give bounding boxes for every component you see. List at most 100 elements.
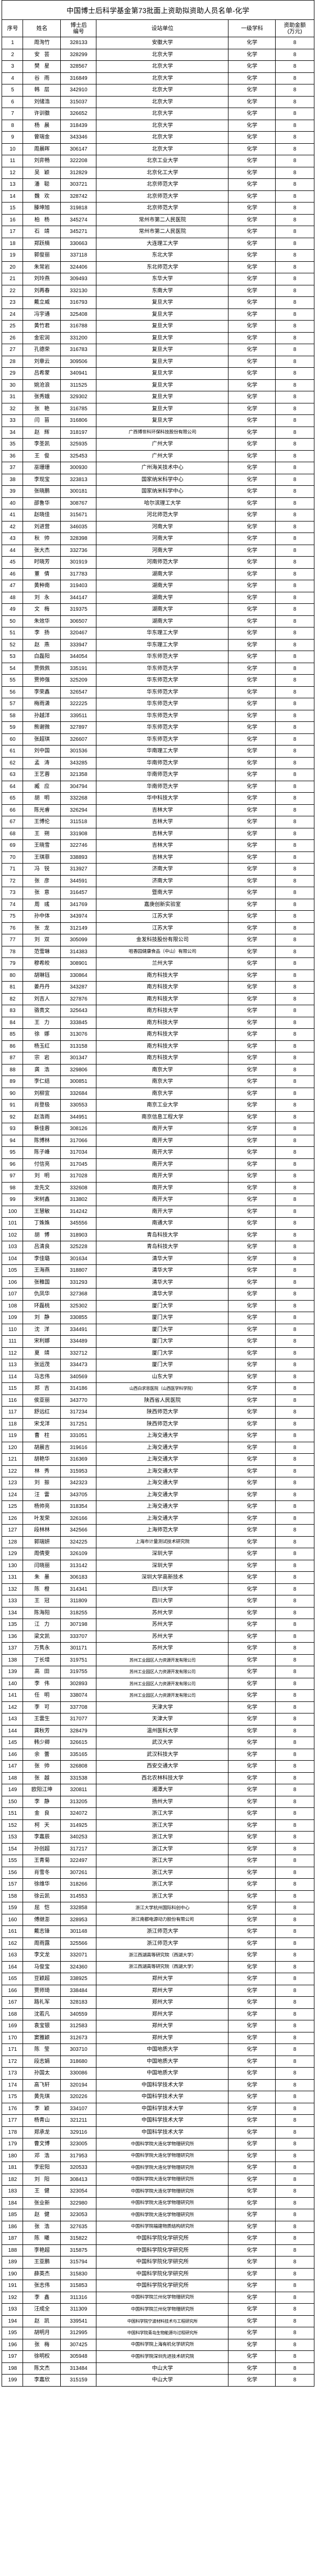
cell-name: 赵晓佳	[23, 509, 61, 521]
cell-organization: 中国科学技术大学	[96, 2079, 229, 2091]
cell-index: 15	[2, 202, 24, 215]
cell-name: 胡琳钰	[23, 969, 61, 982]
table-row: 135 江 力 307198 苏州大学 化学 8	[2, 1619, 314, 1631]
cell-postdoc-no: 307198	[60, 1619, 97, 1631]
table-row: 176 李 颖 334107 中国科学技术大学 化学 8	[2, 2102, 314, 2115]
table-row: 190 薛英杰 315830 中国科学院化学研究所 化学 8	[2, 2268, 314, 2280]
cell-index: 55	[2, 674, 24, 687]
cell-index: 133	[2, 1595, 24, 1608]
cell-organization: 复旦大学	[96, 308, 229, 321]
cell-amount: 8	[275, 1418, 314, 1430]
cell-index: 78	[2, 945, 24, 958]
cell-discipline: 化学	[228, 1984, 276, 1997]
table-row: 106 张稚国 331293 清华大学 化学 8	[2, 1276, 314, 1289]
table-row: 65 胡 明 332268 华中科技大学 化学 8	[2, 792, 314, 805]
cell-organization: 南方科技大学	[96, 1028, 229, 1041]
cell-discipline: 化学	[228, 2020, 276, 2032]
cell-discipline: 化学	[228, 804, 276, 816]
cell-postdoc-no: 328398	[60, 533, 97, 545]
cell-name: 吴 颖	[23, 166, 61, 179]
cell-name: 冯 锐	[23, 863, 61, 876]
cell-organization: 浙江师范大学	[96, 1937, 229, 1950]
table-row: 188 李艳超 315875 中国科学院化学研究所 化学 8	[2, 2244, 314, 2256]
table-row: 157 徐维华 318266 浙江大学 化学 8	[2, 1878, 314, 1891]
cell-index: 14	[2, 190, 24, 203]
cell-name: 闫 苗	[23, 414, 61, 427]
cell-name: 邓 浩	[23, 2149, 61, 2162]
cell-organization: 中国地质大学	[96, 2067, 229, 2080]
cell-name: 邵鲁华	[23, 497, 61, 509]
cell-organization: 南京大学	[96, 1076, 229, 1088]
cell-index: 82	[2, 993, 24, 1005]
table-row: 170 窦雅颖 312673 郑州大学 化学 8	[2, 2031, 314, 2044]
cell-organization: 华东师范大学	[96, 709, 229, 722]
cell-organization: 湖南大学	[96, 591, 229, 604]
cell-index: 180	[2, 2149, 24, 2162]
cell-organization: 广州大学	[96, 450, 229, 462]
cell-organization: 南京工业大学	[96, 1099, 229, 1112]
cell-organization: 广州大学	[96, 438, 229, 451]
cell-postdoc-no: 315037	[60, 95, 97, 108]
cell-index: 38	[2, 473, 24, 486]
cell-amount: 8	[275, 1229, 314, 1241]
cell-discipline: 化学	[228, 1335, 276, 1348]
table-row: 179 曹文博 323005 中国科学院大连化学物理研究所 化学 8	[2, 2138, 314, 2151]
cell-amount: 8	[275, 119, 314, 132]
cell-name: 李 扬	[23, 627, 61, 640]
cell-name: 刘玲燕	[23, 273, 61, 285]
cell-index: 137	[2, 1642, 24, 1655]
cell-name: 曹文博	[23, 2138, 61, 2151]
cell-organization: 郑州大学	[96, 2020, 229, 2032]
cell-postdoc-no: 312995	[60, 2327, 97, 2339]
cell-postdoc-no: 316785	[60, 402, 97, 415]
cell-index: 71	[2, 863, 24, 876]
cell-amount: 8	[275, 72, 314, 84]
cell-name: 张志伟	[23, 2280, 61, 2292]
table-row: 42 刘进营 346035 河南大学 化学 8	[2, 520, 314, 533]
table-row: 29 吕希蒙 340941 复旦大学 化学 8	[2, 367, 314, 380]
cell-discipline: 化学	[228, 1406, 276, 1419]
cell-index: 102	[2, 1229, 24, 1241]
cell-organization: 浙江大学	[96, 1855, 229, 1867]
table-row: 169 袁宝银 312583 郑州大学 化学 8	[2, 2020, 314, 2032]
cell-name: 龚秋芳	[23, 1725, 61, 1737]
cell-amount: 8	[275, 379, 314, 391]
cell-postdoc-no: 329806	[60, 1063, 97, 1076]
cell-discipline: 化学	[228, 1370, 276, 1383]
table-row: 35 李圣凯 325935 广州大学 化学 8	[2, 438, 314, 451]
cell-name: 李现宝	[23, 473, 61, 486]
cell-discipline: 化学	[228, 308, 276, 321]
table-row: 19 郭俊丽 337118 东北大学 化学 8	[2, 249, 314, 262]
cell-organization: 暨南大学	[96, 887, 229, 899]
cell-amount: 8	[275, 143, 314, 155]
table-row: 51 李 扬 320467 华东理工大学 化学 8	[2, 627, 314, 640]
cell-postdoc-no: 344147	[60, 591, 97, 604]
cell-amount: 8	[275, 1264, 314, 1277]
cell-index: 59	[2, 721, 24, 734]
cell-postdoc-no: 317034	[60, 1146, 97, 1159]
cell-index: 84	[2, 1016, 24, 1029]
cell-postdoc-no: 315159	[60, 2374, 97, 2387]
cell-index: 51	[2, 627, 24, 640]
cell-postdoc-no: 323813	[60, 473, 97, 486]
page-title: 中国博士后科学基金第73批面上资助拟资助人员名单-化学	[2, 0, 314, 20]
cell-postdoc-no: 318680	[60, 2055, 97, 2068]
cell-discipline: 化学	[228, 1949, 276, 1962]
cell-discipline: 化学	[228, 2256, 276, 2269]
cell-name: 时晓芳	[23, 556, 61, 569]
table-row: 162 周雨露 325566 浙江师范大学 化学 8	[2, 1937, 314, 1950]
table-row: 139 高 田 319755 苏州工业园区人力资源开发有限公司 化学 8	[2, 1666, 314, 1678]
cell-discipline: 化学	[228, 651, 276, 663]
cell-index: 136	[2, 1630, 24, 1643]
cell-organization: 嘉庚创新实验室	[96, 898, 229, 911]
cell-amount: 8	[275, 2114, 314, 2127]
cell-discipline: 化学	[228, 2315, 276, 2327]
cell-organization: 南方科技大学	[96, 1005, 229, 1017]
table-row: 64 臧 应 304794 华南师范大学 化学 8	[2, 780, 314, 793]
table-row: 132 陈 橙 314341 四川大学 化学 8	[2, 1583, 314, 1595]
cell-name: 高 田	[23, 1666, 61, 1678]
cell-amount: 8	[275, 1382, 314, 1395]
cell-discipline: 化学	[228, 1890, 276, 1902]
cell-postdoc-no: 317066	[60, 1134, 97, 1147]
cell-postdoc-no: 332268	[60, 792, 97, 805]
